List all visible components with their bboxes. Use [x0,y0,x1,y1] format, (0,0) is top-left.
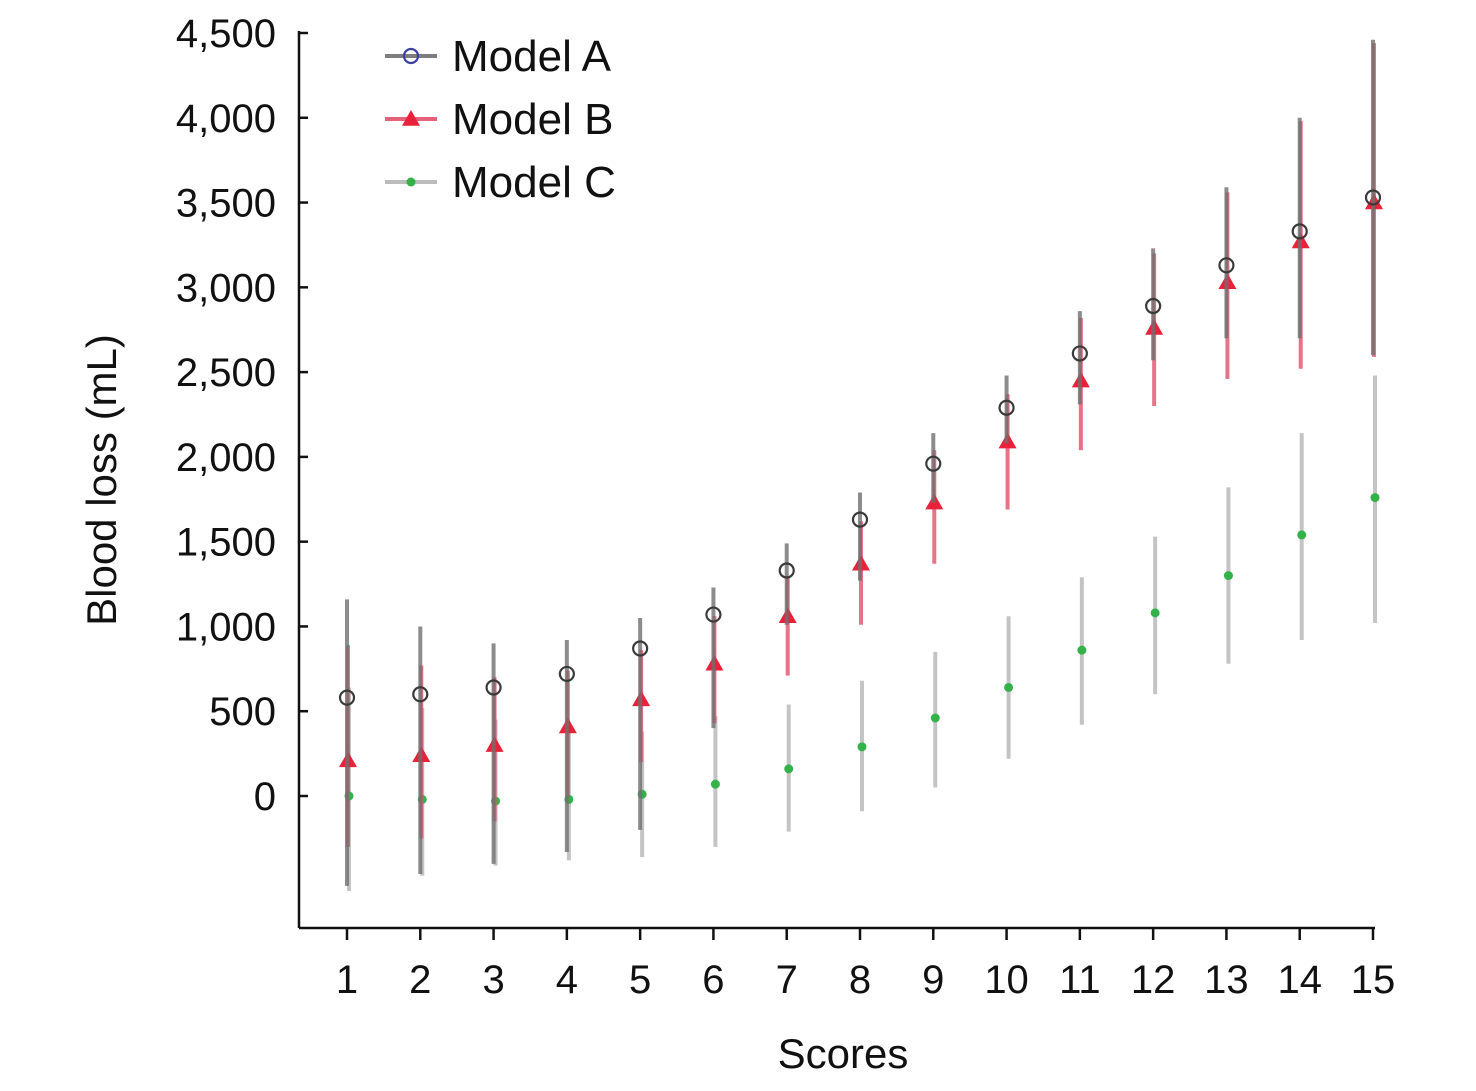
x-tick-label: 14 [1277,958,1322,1002]
data-point [338,689,356,706]
x-tick-label: 4 [556,958,578,1002]
y-axis-title: Blood loss (mL) [78,334,125,626]
x-tick-label: 1 [336,958,358,1002]
data-point [1364,189,1382,206]
y-tick-label: 0 [254,775,276,819]
y-tick-label: 500 [209,690,276,734]
y-tick-label: 2,500 [176,351,276,395]
legend-label: Model A [452,32,612,81]
y-tick-label: 4,000 [176,97,276,141]
x-tick-label: 13 [1204,958,1249,1002]
legend: Model A Model B Model C [385,32,616,207]
y-tick-label: 1,000 [176,605,276,649]
data-point [778,562,795,579]
data-point [1297,530,1307,540]
data-point [402,47,420,65]
data-point [1077,645,1087,655]
data-point [406,177,416,187]
x-tick-label: 12 [1131,958,1176,1002]
x-tick-label: 7 [776,958,798,1002]
data-point [558,665,575,683]
y-tick-label: 2,000 [176,436,276,480]
legend-label: Model B [452,95,613,144]
x-axis-ticks: 1 2 3 4 5 6 7 8 9 10 11 12 13 14 15 [336,928,1395,1002]
y-axis-ticks: 0 500 1,000 1,500 2,000 2,500 3,000 3,500 4,000 4… [176,12,308,819]
x-tick-label: 9 [922,958,944,1002]
x-tick-label: 2 [409,958,431,1002]
data-point [784,764,794,774]
x-tick-label: 11 [1059,958,1101,1002]
data-point [402,110,420,126]
y-tick-label: 1,500 [176,521,276,565]
data-point [1150,608,1160,618]
data-point [930,713,940,723]
legend-label: Model C [452,158,616,207]
data-point [998,399,1015,416]
data-point [1145,297,1162,315]
series-model-c [344,375,1380,891]
data-point [710,779,720,789]
x-tick-label: 10 [984,958,1029,1002]
y-tick-label: 4,500 [176,12,276,56]
x-tick-label: 5 [629,958,651,1002]
data-point [851,511,869,528]
data-point [857,742,867,752]
data-point [1004,682,1014,692]
x-tick-label: 8 [849,958,871,1002]
series-model-a [338,39,1382,886]
x-axis-title: Scores [778,1030,909,1077]
data-point [1370,493,1380,503]
data-point [925,455,942,472]
x-tick-label: 6 [702,958,724,1002]
data-point [705,606,722,623]
data-point [1291,223,1308,240]
data-point [1218,257,1235,274]
data-point [485,679,502,696]
y-tick-label: 3,000 [176,266,276,310]
x-tick-label: 3 [482,958,504,1002]
x-tick-label: 15 [1351,958,1396,1002]
y-tick-label: 3,500 [176,182,276,226]
axes [297,31,1375,930]
series-layer [338,39,1383,891]
data-point [1223,571,1233,581]
data-point [632,640,649,657]
data-point [1071,345,1088,362]
data-point [412,686,429,703]
